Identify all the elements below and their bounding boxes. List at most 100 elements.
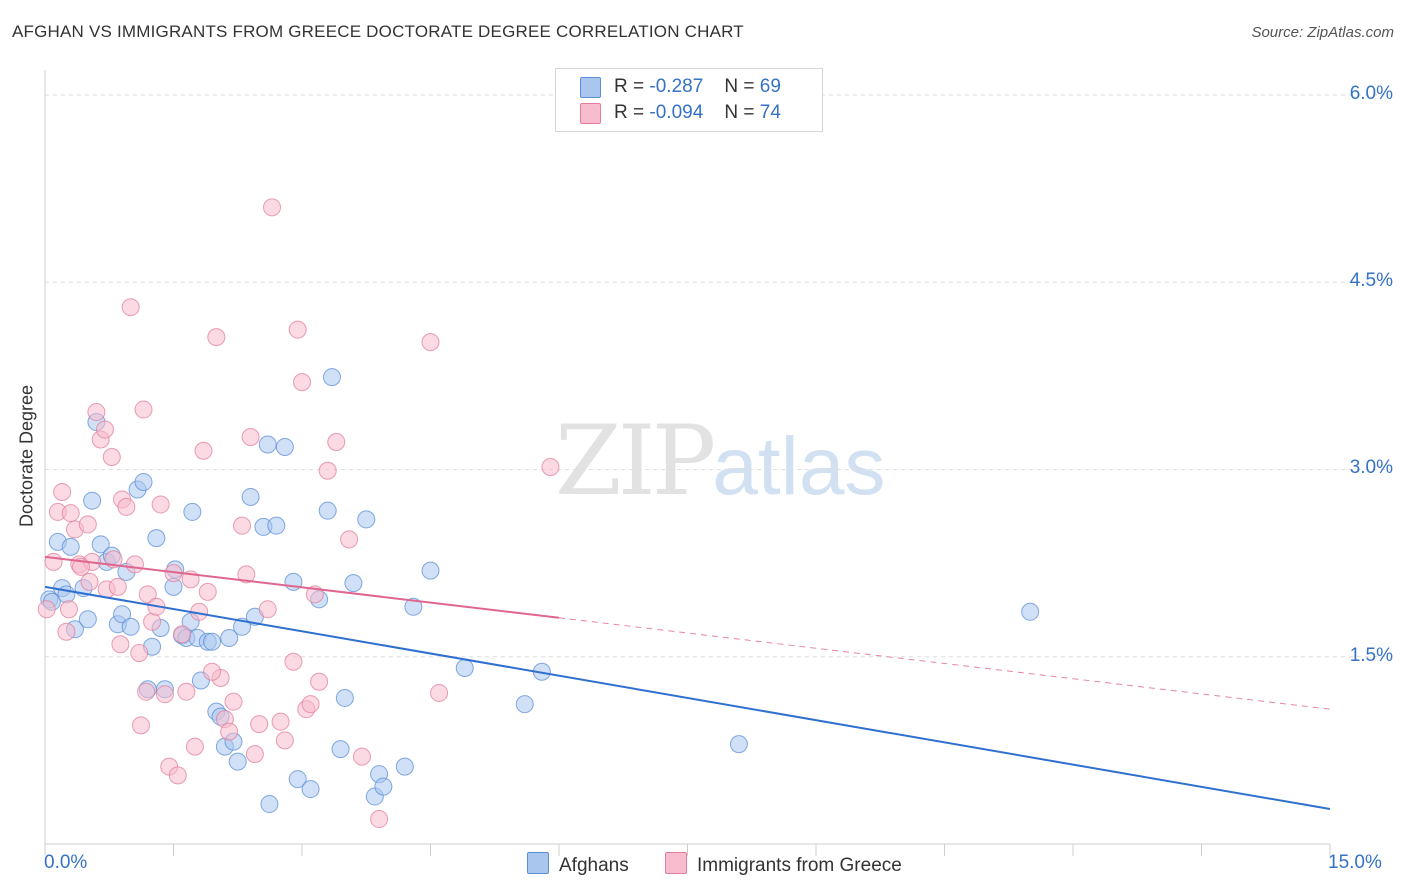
point-greece[interactable] bbox=[121, 298, 140, 317]
point-greece[interactable] bbox=[258, 600, 277, 619]
point-greece[interactable] bbox=[134, 400, 153, 419]
point-afghans[interactable] bbox=[421, 561, 440, 580]
legend-swatch-afghans bbox=[580, 77, 601, 98]
point-afghans[interactable] bbox=[318, 501, 337, 520]
point-afghans[interactable] bbox=[183, 502, 202, 521]
point-greece[interactable] bbox=[138, 585, 157, 604]
point-greece[interactable] bbox=[80, 572, 99, 591]
bottom-legend-afghans[interactable]: Afghans bbox=[527, 852, 629, 877]
point-greece[interactable] bbox=[168, 766, 187, 785]
point-greece[interactable] bbox=[78, 515, 97, 534]
point-afghans[interactable] bbox=[288, 770, 307, 789]
point-greece[interactable] bbox=[340, 530, 359, 549]
point-greece[interactable] bbox=[143, 612, 162, 631]
point-afghans[interactable] bbox=[374, 777, 393, 796]
point-afghans[interactable] bbox=[331, 740, 350, 759]
legend-n-label: N = bbox=[724, 76, 755, 97]
point-greece[interactable] bbox=[293, 373, 311, 392]
point-afghans[interactable] bbox=[220, 629, 239, 648]
point-afghans[interactable] bbox=[335, 688, 354, 707]
point-afghans[interactable] bbox=[203, 632, 222, 651]
point-greece[interactable] bbox=[130, 643, 149, 662]
point-greece[interactable] bbox=[155, 685, 174, 704]
point-greece[interactable] bbox=[108, 577, 127, 596]
point-afghans[interactable] bbox=[515, 695, 534, 714]
point-afghans[interactable] bbox=[260, 795, 279, 814]
point-greece[interactable] bbox=[220, 722, 239, 741]
point-greece[interactable] bbox=[224, 692, 243, 711]
bottom-legend-swatch-greece bbox=[665, 852, 687, 874]
point-greece[interactable] bbox=[37, 600, 56, 619]
point-greece[interactable] bbox=[237, 565, 256, 584]
point-greece[interactable] bbox=[111, 635, 130, 654]
point-greece[interactable] bbox=[318, 461, 337, 480]
point-afghans[interactable] bbox=[57, 585, 76, 604]
point-afghans[interactable] bbox=[91, 535, 110, 554]
point-afghans[interactable] bbox=[404, 597, 423, 616]
point-greece[interactable] bbox=[177, 682, 196, 701]
point-greece[interactable] bbox=[194, 441, 213, 460]
point-afghans[interactable] bbox=[1021, 602, 1040, 621]
point-greece[interactable] bbox=[352, 747, 371, 766]
point-afghans[interactable] bbox=[147, 529, 166, 548]
bottom-legend-greece[interactable]: Immigrants from Greece bbox=[665, 852, 902, 877]
point-greece[interactable] bbox=[117, 497, 136, 516]
point-afghans[interactable] bbox=[322, 368, 341, 387]
point-afghans[interactable] bbox=[357, 510, 376, 529]
point-afghans[interactable] bbox=[455, 658, 474, 677]
point-greece[interactable] bbox=[61, 504, 80, 523]
point-greece[interactable] bbox=[87, 403, 106, 422]
point-greece[interactable] bbox=[541, 457, 560, 476]
point-greece[interactable] bbox=[102, 448, 121, 466]
bottom-legend-swatch-afghans bbox=[527, 852, 549, 874]
point-greece[interactable] bbox=[131, 716, 150, 735]
point-greece[interactable] bbox=[241, 428, 260, 447]
point-greece[interactable] bbox=[245, 745, 264, 764]
point-greece[interactable] bbox=[271, 712, 290, 731]
point-afghans[interactable] bbox=[241, 487, 260, 506]
point-greece[interactable] bbox=[203, 662, 222, 681]
point-afghans[interactable] bbox=[395, 757, 414, 776]
point-greece[interactable] bbox=[370, 810, 389, 829]
point-afghans[interactable] bbox=[61, 537, 80, 556]
point-greece[interactable] bbox=[288, 320, 307, 339]
bottom-legend-label-greece: Immigrants from Greece bbox=[697, 855, 902, 876]
point-greece[interactable] bbox=[301, 695, 320, 714]
point-afghans[interactable] bbox=[275, 438, 294, 457]
point-greece[interactable] bbox=[233, 516, 252, 535]
point-greece[interactable] bbox=[310, 672, 329, 691]
point-greece[interactable] bbox=[421, 333, 440, 352]
point-greece[interactable] bbox=[151, 495, 170, 514]
axes bbox=[44, 70, 1331, 856]
point-greece[interactable] bbox=[207, 328, 226, 347]
point-greece[interactable] bbox=[263, 198, 282, 217]
point-afghans[interactable] bbox=[78, 610, 97, 629]
point-afghans[interactable] bbox=[258, 435, 277, 454]
point-afghans[interactable] bbox=[121, 617, 140, 636]
point-afghans[interactable] bbox=[267, 516, 286, 535]
point-greece[interactable] bbox=[95, 420, 114, 439]
point-afghans[interactable] bbox=[134, 472, 153, 491]
point-greece[interactable] bbox=[327, 433, 346, 452]
point-afghans[interactable] bbox=[301, 780, 320, 799]
x-tick-label-max: 15.0% bbox=[1328, 852, 1382, 873]
point-afghans[interactable] bbox=[344, 574, 363, 593]
point-greece[interactable] bbox=[198, 582, 217, 601]
point-greece[interactable] bbox=[430, 683, 449, 702]
point-greece[interactable] bbox=[284, 652, 303, 671]
point-afghans[interactable] bbox=[83, 491, 102, 510]
point-greece[interactable] bbox=[185, 737, 204, 756]
watermark: ZIPatlas bbox=[555, 405, 885, 517]
point-afghans[interactable] bbox=[729, 735, 748, 754]
point-greece[interactable] bbox=[59, 600, 78, 619]
point-greece[interactable] bbox=[53, 482, 72, 501]
point-greece[interactable] bbox=[137, 682, 156, 701]
point-greece[interactable] bbox=[173, 625, 192, 644]
point-greece[interactable] bbox=[44, 552, 63, 571]
point-afghans[interactable] bbox=[113, 605, 132, 624]
point-afghans[interactable] bbox=[228, 752, 247, 771]
point-greece[interactable] bbox=[57, 622, 76, 641]
point-greece[interactable] bbox=[125, 555, 144, 574]
point-greece[interactable] bbox=[250, 715, 269, 734]
point-greece[interactable] bbox=[275, 731, 294, 750]
